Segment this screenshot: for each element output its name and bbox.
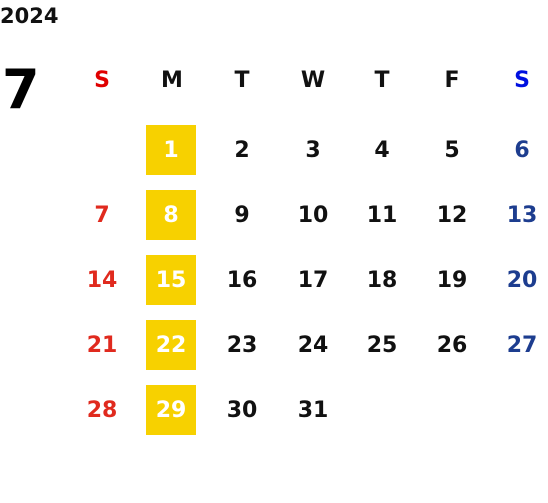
day: 13 [506, 202, 538, 228]
month: 7 [2, 58, 40, 121]
day: 31 [297, 397, 329, 423]
day: 22 [146, 320, 196, 370]
weekday-label: S [94, 67, 110, 93]
day: 12 [436, 202, 468, 228]
day: 24 [297, 332, 329, 358]
weekday-label: S [514, 67, 530, 93]
weekday-label: T [374, 67, 390, 93]
day: 15 [146, 255, 196, 305]
day: 10 [297, 202, 329, 228]
weekday-label: F [444, 67, 460, 93]
weekday-label: W [300, 67, 326, 93]
day: 29 [146, 385, 196, 435]
day: 1 [146, 125, 196, 175]
day: 16 [226, 267, 258, 293]
day: 2 [234, 137, 250, 163]
day: 14 [86, 267, 118, 293]
day: 23 [226, 332, 258, 358]
day: 25 [366, 332, 398, 358]
day: 20 [506, 267, 538, 293]
day: 11 [366, 202, 398, 228]
day: 19 [436, 267, 468, 293]
day: 5 [444, 137, 460, 163]
day: 9 [234, 202, 250, 228]
day: 28 [86, 397, 118, 423]
day: 7 [94, 202, 110, 228]
day: 4 [374, 137, 390, 163]
day: 17 [297, 267, 329, 293]
day: 27 [506, 332, 538, 358]
day: 3 [305, 137, 321, 163]
weekday-label: T [234, 67, 250, 93]
day: 6 [514, 137, 530, 163]
year: 2024 [0, 4, 59, 28]
day: 18 [366, 267, 398, 293]
day: 8 [146, 190, 196, 240]
day: 26 [436, 332, 468, 358]
weekday-label: M [161, 67, 183, 93]
day: 21 [86, 332, 118, 358]
day: 30 [226, 397, 258, 423]
